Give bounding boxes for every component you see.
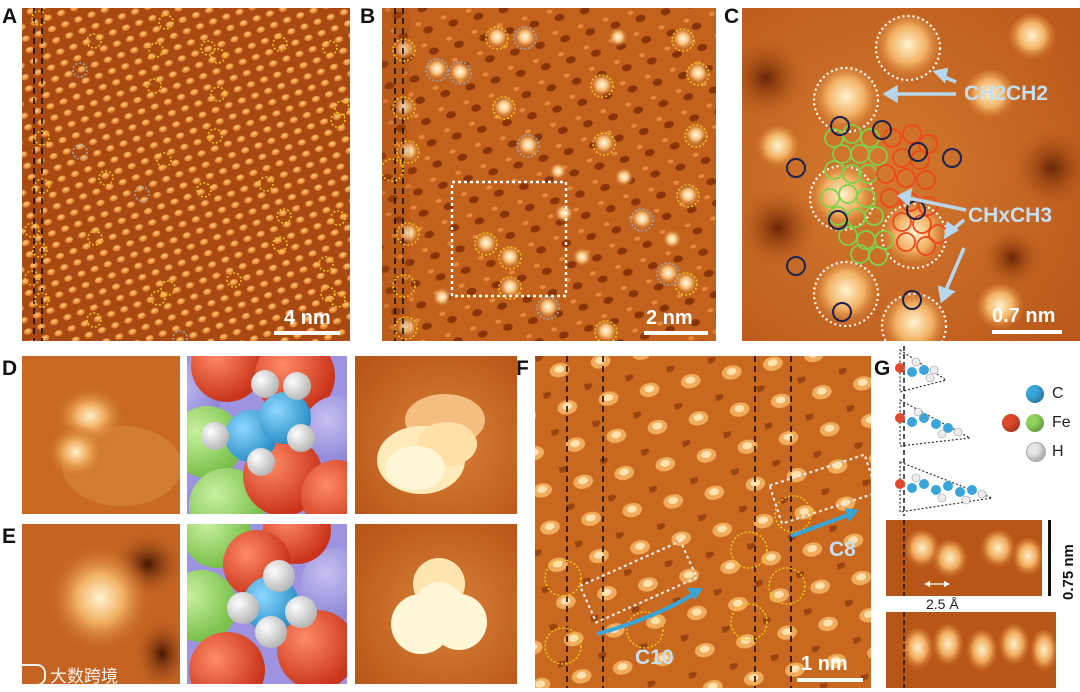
scale-bar-b: [644, 331, 708, 335]
panel-f: C10 C8 1 nm: [535, 356, 871, 688]
watermark: 大数跨境: [8, 662, 118, 687]
c8-label: C8: [829, 538, 856, 561]
scale-label-f: 1 nm: [801, 653, 848, 675]
panel-e-model: [187, 524, 347, 684]
g-scale-label: 0.75 nm: [1060, 544, 1077, 600]
chxch3-label: CHxCH3: [968, 204, 1052, 227]
scale-bar-c: [992, 330, 1062, 334]
panel-label-a: A: [2, 5, 18, 28]
angstrom-label: 2.5 Å: [926, 596, 959, 612]
fe-swatch-green: [1026, 414, 1044, 432]
panel-g-models: [886, 346, 996, 516]
hydrogen-label: H: [1052, 443, 1064, 460]
fe-swatch-red: [1002, 414, 1020, 432]
panel-label-c: C: [724, 5, 740, 28]
scale-label-c: 0.7 nm: [992, 305, 1056, 327]
scale-label-a: 4 nm: [284, 307, 331, 329]
c10-label: C10: [635, 646, 674, 669]
scale-label-b: 2 nm: [646, 307, 693, 329]
panel-label-e: E: [2, 525, 17, 548]
panel-c: CH2CH2 CHxCH3 0.7 nm: [742, 8, 1080, 341]
ch2ch2-label: CH2CH2: [964, 82, 1048, 105]
panel-g-stm-bottom: [886, 612, 1056, 688]
watermark-logo-icon: [8, 663, 46, 686]
scale-bar-a: [274, 331, 340, 335]
panel-d-model: [187, 356, 347, 514]
panel-d-sim: [355, 356, 517, 514]
hydrogen-swatch: [1026, 442, 1046, 462]
panel-e-stm: [22, 524, 180, 684]
panel-d-stm: [22, 356, 180, 514]
panel-e-sim: [355, 524, 517, 684]
panel-b: 2 nm: [382, 8, 716, 341]
g-scale-bar: [1048, 520, 1051, 596]
panel-g-stm-top: [886, 520, 1042, 596]
panel-a: 4 nm: [22, 8, 350, 341]
stm-image-f: C10 C8: [535, 356, 871, 688]
panel-label-f: F: [516, 357, 529, 380]
carbon-swatch: [1026, 385, 1044, 403]
watermark-text: 大数跨境: [50, 667, 118, 687]
carbon-label: C: [1052, 385, 1064, 402]
stm-image-a: [22, 8, 350, 341]
panel-label-g: G: [874, 357, 891, 380]
panel-label-b: B: [360, 5, 376, 28]
panel-label-d: D: [2, 357, 18, 380]
stm-image-c: CH2CH2 CHxCH3: [742, 8, 1080, 341]
fe-label: Fe: [1052, 414, 1071, 431]
stm-image-b: [382, 8, 716, 341]
scale-bar-f: [797, 678, 863, 682]
